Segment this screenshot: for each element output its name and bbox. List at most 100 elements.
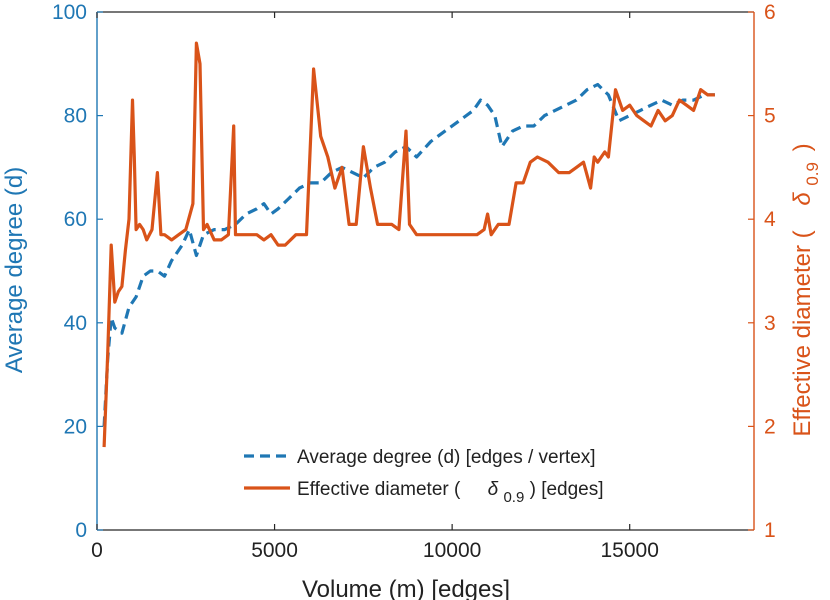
data-point-effective-diameter — [184, 228, 187, 231]
data-point-average-degree — [650, 104, 653, 107]
left-y-tick-label: 0 — [75, 519, 87, 542]
data-point-effective-diameter — [255, 233, 258, 236]
data-point-average-degree — [128, 306, 131, 309]
legend-label-effective-diameter-symbol: δ — [488, 479, 499, 500]
data-point-effective-diameter — [206, 223, 209, 226]
data-point-effective-diameter — [277, 244, 280, 247]
data-point-average-degree — [607, 94, 610, 97]
data-point-effective-diameter — [529, 161, 532, 164]
data-point-average-degree — [501, 145, 504, 148]
data-point-average-degree — [554, 109, 557, 112]
data-point-effective-diameter — [706, 94, 709, 97]
data-point-effective-diameter — [486, 213, 489, 216]
data-point-effective-diameter — [398, 228, 401, 231]
data-point-effective-diameter — [270, 233, 273, 236]
data-point-average-degree — [639, 109, 642, 112]
data-point-effective-diameter — [124, 249, 127, 252]
data-point-average-degree — [596, 83, 599, 86]
data-point-average-degree — [142, 275, 145, 278]
data-point-effective-diameter — [163, 233, 166, 236]
data-point-effective-diameter — [497, 223, 500, 226]
data-point-average-degree — [270, 213, 273, 216]
data-point-average-degree — [188, 228, 191, 231]
data-point-average-degree — [277, 207, 280, 210]
data-point-effective-diameter — [508, 223, 511, 226]
left-y-tick-label: 40 — [64, 312, 87, 335]
data-point-average-degree — [170, 259, 173, 262]
data-point-effective-diameter — [128, 218, 131, 221]
data-point-effective-diameter — [671, 114, 674, 117]
series-line-effective-diameter — [102, 41, 715, 448]
data-point-effective-diameter — [133, 156, 136, 159]
data-point-effective-diameter — [589, 187, 592, 190]
data-point-average-degree — [511, 130, 514, 133]
data-point-average-degree — [458, 119, 461, 122]
right-y-axis-label-suffix: ) — [789, 143, 816, 151]
data-point-effective-diameter — [621, 109, 624, 112]
data-point-effective-diameter — [664, 119, 667, 122]
data-point-effective-diameter — [106, 353, 109, 356]
x-axis-label: Volume (m) [edges] — [302, 576, 510, 600]
legend-label-effective-diameter: Effective diameter ( δ 0.9 ) [edges] — [297, 479, 604, 507]
data-point-effective-diameter — [103, 446, 106, 449]
right-y-axis-label-subscript: 0.9 — [803, 162, 822, 186]
data-point-average-degree — [202, 233, 205, 236]
data-point-average-degree — [213, 228, 216, 231]
legend-label-effective-diameter-prefix: Effective diameter ( — [297, 479, 461, 500]
right-y-tick-label: 1 — [764, 519, 776, 542]
legend-label-effective-diameter-subscript: 0.9 — [503, 489, 524, 506]
legend: Average degree (d) [edges / vertex] Effe… — [244, 447, 604, 507]
x-tick-label: 0 — [91, 539, 103, 562]
data-point-average-degree — [298, 187, 301, 190]
data-point-effective-diameter — [160, 233, 163, 236]
data-point-average-degree — [532, 125, 535, 128]
data-point-effective-diameter — [145, 239, 148, 242]
data-point-effective-diameter — [643, 119, 646, 122]
right-y-axis-label-symbol: δ — [789, 192, 816, 206]
data-point-average-degree — [671, 104, 674, 107]
data-point-effective-diameter — [628, 104, 631, 107]
data-point-effective-diameter — [113, 301, 116, 304]
data-point-effective-diameter — [369, 187, 372, 190]
data-point-effective-diameter — [376, 223, 379, 226]
data-point-effective-diameter — [263, 239, 266, 242]
legend-label-effective-diameter-suffix: ) [edges] — [530, 479, 604, 500]
right-y-tick-label: 2 — [764, 415, 776, 438]
data-point-effective-diameter — [614, 88, 617, 91]
data-point-effective-diameter — [151, 228, 154, 231]
data-point-effective-diameter — [657, 109, 660, 112]
data-point-average-degree — [263, 202, 266, 205]
data-point-effective-diameter — [202, 228, 205, 231]
data-point-average-degree — [486, 104, 489, 107]
left-y-axis-label: Average degree (d) — [1, 167, 28, 373]
right-y-tick-label: 3 — [764, 312, 776, 335]
data-point-average-degree — [618, 119, 621, 122]
data-point-effective-diameter — [568, 171, 571, 174]
x-tick-label: 15000 — [600, 539, 658, 562]
data-point-effective-diameter — [238, 233, 241, 236]
data-point-effective-diameter — [348, 223, 351, 226]
data-point-effective-diameter — [138, 223, 141, 226]
data-point-average-degree — [149, 270, 152, 273]
data-point-effective-diameter — [490, 233, 493, 236]
data-point-effective-diameter — [312, 68, 315, 71]
data-point-average-degree — [415, 156, 418, 159]
data-point-average-degree — [692, 99, 695, 102]
data-point-effective-diameter — [522, 182, 525, 185]
data-point-effective-diameter — [199, 62, 202, 65]
data-point-effective-diameter — [650, 125, 653, 128]
left-y-tick-label: 100 — [52, 1, 87, 24]
data-point-average-degree — [113, 327, 116, 330]
data-point-effective-diameter — [334, 187, 337, 190]
data-point-average-degree — [373, 166, 376, 169]
data-point-effective-diameter — [699, 88, 702, 91]
data-point-average-degree — [472, 109, 475, 112]
data-point-effective-diameter — [596, 161, 599, 164]
right-y-axis-label-prefix: Effective diameter ( — [789, 230, 816, 436]
x-tick-label: 5000 — [251, 539, 298, 562]
axes-layer: 0 5000 10000 15000 0 20 40 60 80 100 1 2 3 4 5 6 — [52, 1, 776, 562]
data-point-effective-diameter — [245, 233, 248, 236]
data-point-effective-diameter — [142, 228, 145, 231]
left-y-tick-label: 80 — [64, 105, 87, 128]
data-point-effective-diameter — [405, 130, 408, 133]
